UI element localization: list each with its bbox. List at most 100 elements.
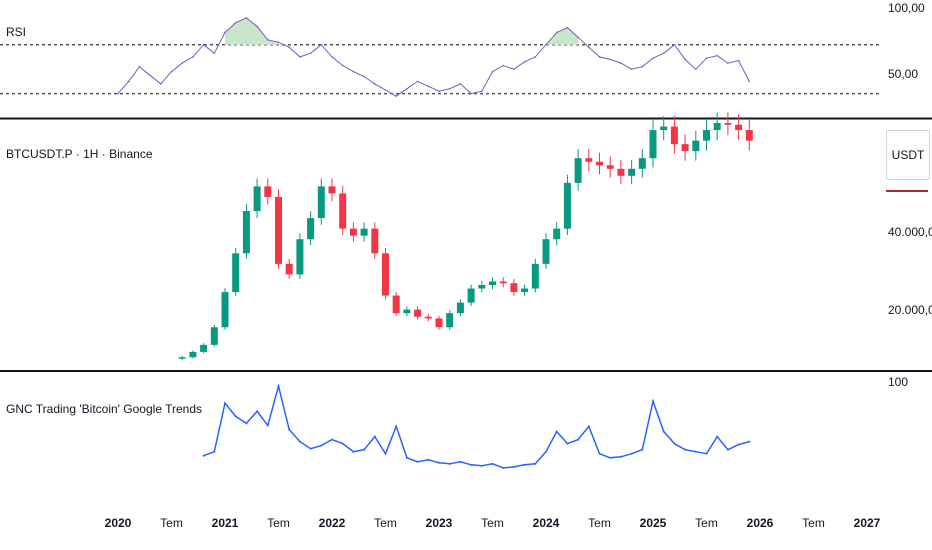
price-candle [563, 182, 571, 229]
trends-point [726, 448, 729, 451]
trends-point [245, 422, 248, 425]
trends-point [523, 463, 526, 466]
rsi-point [202, 43, 205, 46]
trends-point [641, 448, 644, 451]
price-candle [489, 281, 496, 285]
rsi-point [427, 85, 430, 88]
rsi-point [502, 64, 505, 67]
price-candle [307, 218, 315, 240]
rsi-point [149, 74, 151, 77]
trends-point [566, 442, 569, 445]
price-candle [371, 228, 379, 254]
time-axis-label: Tem [588, 516, 611, 530]
rsi-point [641, 65, 644, 68]
price-candle [253, 186, 261, 212]
rsi-point [363, 75, 365, 78]
price-candle [681, 144, 689, 152]
price-candle [382, 253, 389, 296]
time-axis-label: Tem [481, 516, 504, 530]
rsi-point [684, 58, 686, 61]
rsi-series-line [117, 17, 750, 97]
rsi-point [577, 36, 579, 39]
price-candle [232, 253, 240, 293]
trends-point [587, 425, 590, 428]
rsi-point [470, 92, 472, 95]
price-candle [745, 130, 753, 141]
trends-point [277, 385, 280, 388]
trends-point [373, 435, 376, 438]
rsi-overbought-fill [546, 27, 579, 45]
price-candle [317, 186, 325, 219]
rsi-point [620, 62, 622, 64]
trends-point [331, 438, 333, 441]
price-candle [703, 130, 710, 141]
price-candle [446, 313, 454, 328]
rsi-point [534, 56, 537, 58]
price-candle [296, 239, 304, 275]
rsi-point [416, 80, 419, 83]
price-candle [692, 140, 700, 152]
trends-point [491, 462, 494, 465]
rsi-point [448, 87, 451, 90]
trends-series-line [203, 383, 750, 469]
rsi-overbought-fill [225, 17, 279, 45]
rsi-point [491, 70, 494, 73]
price-candle [478, 285, 486, 289]
rsi-point [331, 56, 333, 58]
rsi-point [213, 52, 216, 55]
price-candle [403, 309, 411, 314]
price-candle [596, 161, 603, 166]
time-axis-label: 2025 [640, 516, 667, 530]
time-axis-label: 2024 [533, 516, 560, 530]
trends-point [459, 460, 462, 463]
trends-point [384, 452, 387, 455]
time-axis-label: Tem [802, 516, 825, 530]
trends-point [480, 464, 483, 467]
rsi-point [630, 68, 633, 70]
price-candle [349, 228, 357, 236]
price-candle [210, 327, 218, 345]
trends-point [609, 456, 612, 459]
time-axis-label: Tem [374, 516, 397, 530]
price-candle [414, 309, 422, 317]
trends-point [684, 448, 687, 451]
price-candle [275, 196, 282, 264]
trends-point [512, 465, 515, 468]
rsi-point [127, 80, 130, 83]
rsi-point [395, 95, 398, 97]
price-candle [617, 168, 625, 176]
currency-marker [886, 190, 928, 192]
trends-point [652, 400, 654, 403]
price-candle [649, 130, 657, 159]
trends-point [234, 415, 237, 418]
trends-point [288, 428, 291, 431]
price-candle [499, 281, 507, 284]
trends-point [748, 440, 751, 443]
price-candle [435, 318, 443, 328]
trends-point [256, 410, 259, 413]
price-candle [638, 158, 646, 169]
trends-point [716, 435, 719, 438]
rsi-point [695, 68, 697, 70]
price-candle [242, 211, 250, 254]
trends-point [213, 450, 216, 453]
rsi-point [598, 56, 601, 58]
rsi-pane-label: RSI [6, 25, 26, 39]
currency-selector[interactable]: USDT [886, 130, 930, 180]
price-candle [339, 193, 347, 229]
price-candle [456, 302, 464, 314]
trends-point [320, 444, 323, 447]
trends-point [363, 448, 366, 451]
rsi-point [545, 43, 547, 46]
trends-point [534, 462, 537, 465]
rsi-point [256, 25, 258, 28]
price-candle [553, 228, 561, 240]
price-candle [574, 158, 582, 183]
trends-point [705, 452, 708, 455]
time-axis-label: 2026 [747, 516, 774, 530]
time-axis-label: Tem [160, 516, 183, 530]
time-axis-label: 2023 [426, 516, 453, 530]
price-candle [285, 263, 293, 275]
rsi-point [737, 59, 740, 62]
trends-point [545, 450, 547, 453]
